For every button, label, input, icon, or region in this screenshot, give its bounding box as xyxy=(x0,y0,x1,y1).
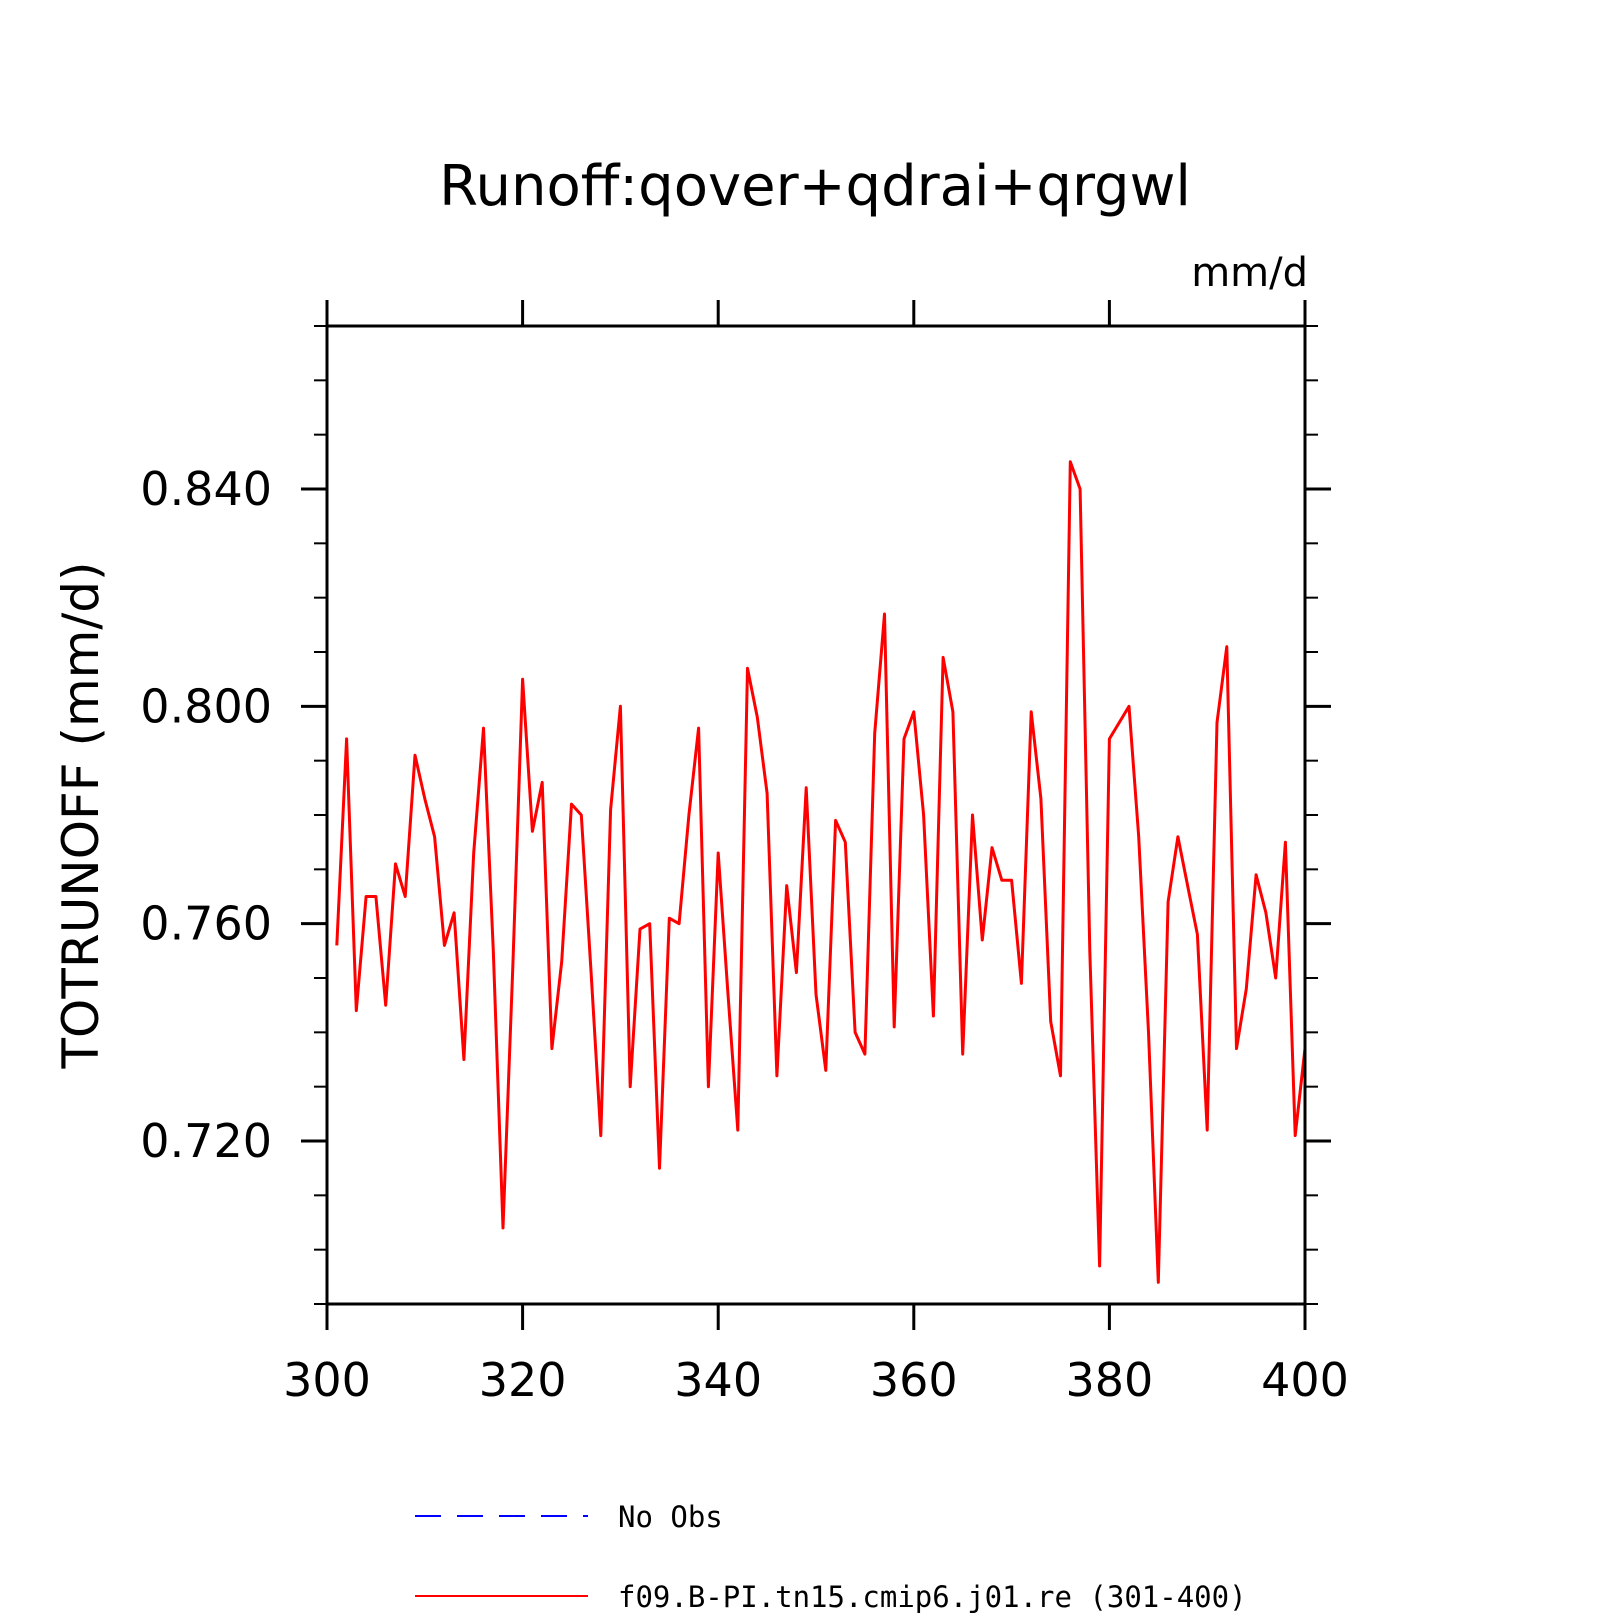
legend: No Obs f09.B-PI.tn15.cmip6.j01.re (301-4… xyxy=(415,1500,1247,1614)
x-tick-label: 340 xyxy=(674,1353,762,1407)
series-line xyxy=(335,460,1307,1284)
x-tick-label: 380 xyxy=(1065,1353,1153,1407)
axis-ticks xyxy=(301,300,1331,1330)
chart-title: Runoff:qover+qdrai+qrgwl xyxy=(439,154,1191,219)
plot-frame xyxy=(325,324,1307,1306)
legend-label-no-obs: No Obs xyxy=(618,1500,723,1534)
y-tick-labels: 0.720 0.760 0.800 0.840 xyxy=(140,462,272,1168)
x-tick-label: 300 xyxy=(283,1353,371,1407)
y-tick-label: 0.760 xyxy=(140,897,272,951)
data-series xyxy=(335,460,1307,1284)
y-axis-label: TOTRUNOFF (mm/d) xyxy=(52,562,110,1070)
x-tick-labels: 300 320 340 360 380 400 xyxy=(283,1353,1349,1407)
legend-label-model: f09.B-PI.tn15.cmip6.j01.re (301-400) xyxy=(618,1580,1247,1614)
x-tick-label: 360 xyxy=(870,1353,958,1407)
y-tick-label: 0.840 xyxy=(140,462,272,516)
x-tick-label: 320 xyxy=(479,1353,567,1407)
units-label: mm/d xyxy=(1191,250,1308,296)
y-tick-label: 0.720 xyxy=(140,1114,272,1168)
y-tick-label: 0.800 xyxy=(140,679,272,733)
x-tick-label: 400 xyxy=(1261,1353,1349,1407)
